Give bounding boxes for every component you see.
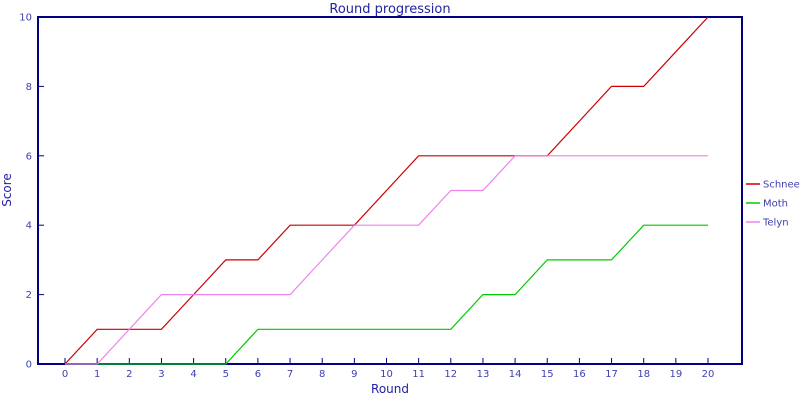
- x-axis-label: Round: [371, 382, 409, 396]
- legend-item-schnee: Schnee: [746, 180, 800, 191]
- x-tick-label: 1: [94, 369, 100, 380]
- series-line-moth: [65, 224, 708, 365]
- legend-label: Moth: [763, 199, 788, 210]
- y-tick-label: 4: [26, 221, 32, 232]
- x-tick-label: 0: [62, 369, 68, 380]
- x-axis-tick-labels: 0 1 2 3 4 5 6 7 8 9 10 11 12 13 14 15 16 17 18 19 20: [62, 369, 715, 380]
- x-tick-label: 13: [477, 369, 490, 380]
- x-tick-label: 11: [412, 369, 425, 380]
- x-axis-ticks: [64, 358, 709, 363]
- y-axis-ticks: [39, 16, 44, 365]
- plot-frame: [37, 16, 743, 365]
- x-tick-label: 20: [702, 369, 715, 380]
- legend-label: Schnee: [763, 180, 800, 191]
- x-tick-label: 6: [255, 369, 261, 380]
- x-tick-label: 5: [223, 369, 229, 380]
- chart-title: Round progression: [329, 2, 450, 17]
- y-tick-label: 0: [26, 360, 32, 371]
- legend-item-moth: Moth: [746, 199, 788, 210]
- y-tick-label: 10: [19, 13, 32, 24]
- y-tick-label: 8: [26, 82, 32, 93]
- x-tick-label: 4: [190, 369, 196, 380]
- x-tick-label: 12: [444, 369, 457, 380]
- x-tick-label: 17: [605, 369, 618, 380]
- x-tick-label: 9: [351, 369, 357, 380]
- legend-item-telyn: Telyn: [746, 218, 789, 229]
- x-tick-label: 10: [380, 369, 393, 380]
- x-tick-label: 3: [158, 369, 164, 380]
- series-line-telyn: [65, 155, 708, 365]
- x-tick-label: 18: [637, 369, 650, 380]
- y-axis-label: Score: [0, 173, 14, 207]
- x-tick-label: 15: [541, 369, 554, 380]
- series-lines: [64, 16, 709, 365]
- y-tick-label: 6: [26, 151, 32, 162]
- x-tick-label: 19: [669, 369, 682, 380]
- x-tick-label: 2: [126, 369, 132, 380]
- x-tick-label: 7: [287, 369, 293, 380]
- x-tick-label: 14: [509, 369, 522, 380]
- series-line-schnee: [64, 16, 709, 365]
- x-tick-label: 16: [573, 369, 586, 380]
- y-tick-label: 2: [26, 290, 32, 301]
- x-tick-label: 8: [319, 369, 325, 380]
- legend-label: Telyn: [762, 218, 789, 229]
- legend: Schnee Moth Telyn: [746, 180, 800, 229]
- y-axis-tick-labels: 0 2 4 6 8 10: [19, 13, 32, 371]
